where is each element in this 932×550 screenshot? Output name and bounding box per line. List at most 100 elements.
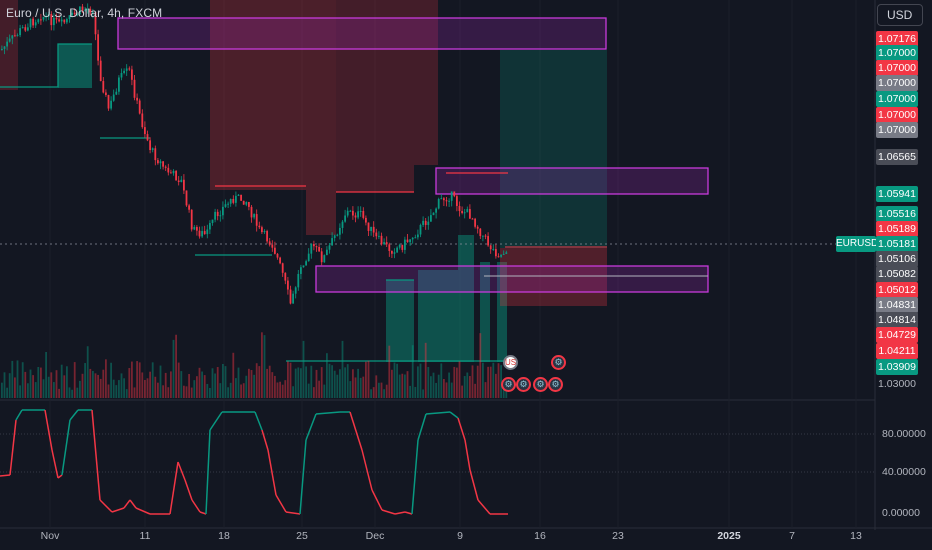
volume-bar <box>268 365 271 398</box>
volume-bar <box>409 385 411 398</box>
oscillator-segment <box>404 511 413 515</box>
volume-bar <box>175 334 177 398</box>
volume-bar <box>489 366 492 398</box>
purple-zone-low <box>315 265 709 293</box>
candle-body <box>476 226 479 229</box>
candle-body <box>497 256 500 258</box>
candle-body <box>248 202 250 207</box>
candle-body <box>224 204 227 207</box>
economic-event-icon[interactable]: ⚙ <box>551 355 566 370</box>
volume-bar <box>419 363 422 398</box>
volume-bar <box>318 380 320 398</box>
candle-body <box>63 19 66 23</box>
candle-body <box>209 223 211 230</box>
volume-bar <box>21 362 24 398</box>
volume-bar <box>6 387 8 398</box>
purple-zone-mid <box>435 167 709 195</box>
oscillator-segment <box>191 499 201 513</box>
volume-bar <box>274 375 276 398</box>
volume-bar <box>482 362 484 398</box>
volume-bar <box>141 372 144 398</box>
oscillator-segment <box>177 461 186 481</box>
candle-body <box>136 97 138 101</box>
candle-body <box>235 195 237 203</box>
candle-body <box>284 272 287 281</box>
volume-bar <box>463 376 466 398</box>
candle-body <box>211 219 214 224</box>
gear-icon: ⚙ <box>536 379 545 389</box>
bull-zone <box>418 270 458 362</box>
candle-body <box>118 77 120 92</box>
price-label: 1.05189 <box>876 221 918 237</box>
oscillator-segment <box>285 511 301 515</box>
candle-body <box>383 242 385 245</box>
candle-body <box>84 9 86 11</box>
candle-body <box>21 27 24 29</box>
bear-zone <box>210 0 306 190</box>
bull-zone <box>386 280 414 362</box>
economic-event-icon[interactable]: ⚙ <box>533 377 548 392</box>
oscillator-segment <box>199 511 207 515</box>
currency-button[interactable]: USD <box>877 4 923 26</box>
candle-body <box>53 17 55 26</box>
volume-bar <box>102 369 105 398</box>
price-label: 1.07000 <box>876 60 918 76</box>
volume-bar <box>359 377 362 398</box>
volume-bar <box>229 382 232 398</box>
volume-bar <box>84 363 86 398</box>
volume-bar <box>242 383 245 398</box>
volume-bar <box>224 366 227 398</box>
candle-body <box>388 244 391 251</box>
time-label: 25 <box>296 530 308 542</box>
oscillator-segment <box>457 417 466 441</box>
oscillator-segment <box>469 469 479 501</box>
candle-body <box>8 38 11 42</box>
candle-body <box>346 210 349 216</box>
price-label: 1.05516 <box>876 206 918 222</box>
volume-bar <box>105 359 107 398</box>
candle-body <box>487 236 489 246</box>
volume-bar <box>138 362 141 398</box>
volume-bar <box>300 368 302 398</box>
time-label: 13 <box>850 530 862 542</box>
candle-body <box>183 179 185 191</box>
volume-bar <box>198 367 201 398</box>
us-flag-icon[interactable]: US <box>503 355 518 370</box>
time-label: 11 <box>139 530 151 542</box>
volume-bar <box>432 372 435 398</box>
volume-bar <box>424 342 427 398</box>
economic-event-icon[interactable]: ⚙ <box>516 377 531 392</box>
economic-event-icon[interactable]: ⚙ <box>501 377 516 392</box>
economic-event-icon[interactable]: ⚙ <box>548 377 563 392</box>
oscillator-segment <box>61 419 71 476</box>
volume-bar <box>255 363 258 398</box>
volume-bar <box>398 374 401 398</box>
candle-body <box>406 239 409 243</box>
volume-bar <box>302 340 305 398</box>
candle-body <box>320 251 323 263</box>
volume-bar <box>203 375 206 398</box>
candle-body <box>222 206 224 216</box>
candle-body <box>305 261 307 266</box>
osc-label-0: 0.00000 <box>882 507 920 519</box>
volume-bar <box>328 363 331 398</box>
bull-zone <box>458 235 474 362</box>
volume-bar <box>440 363 443 398</box>
candle-body <box>250 206 253 218</box>
osc-label-80: 80.00000 <box>882 428 926 440</box>
candle-body <box>58 19 60 22</box>
volume-bar <box>250 370 253 398</box>
volume-bar <box>396 363 398 398</box>
us-flag-label: US <box>505 358 517 367</box>
candle-body <box>232 199 235 203</box>
time-label: Nov <box>40 530 60 542</box>
volume-bar <box>128 368 131 398</box>
candle-body <box>50 13 53 26</box>
bear-zone <box>0 0 18 90</box>
oscillator-segment <box>99 499 113 513</box>
price-label: 1.07000 <box>876 45 918 61</box>
grid-lines <box>49 0 857 528</box>
volume-bar <box>115 385 118 398</box>
candle-body <box>206 229 209 235</box>
